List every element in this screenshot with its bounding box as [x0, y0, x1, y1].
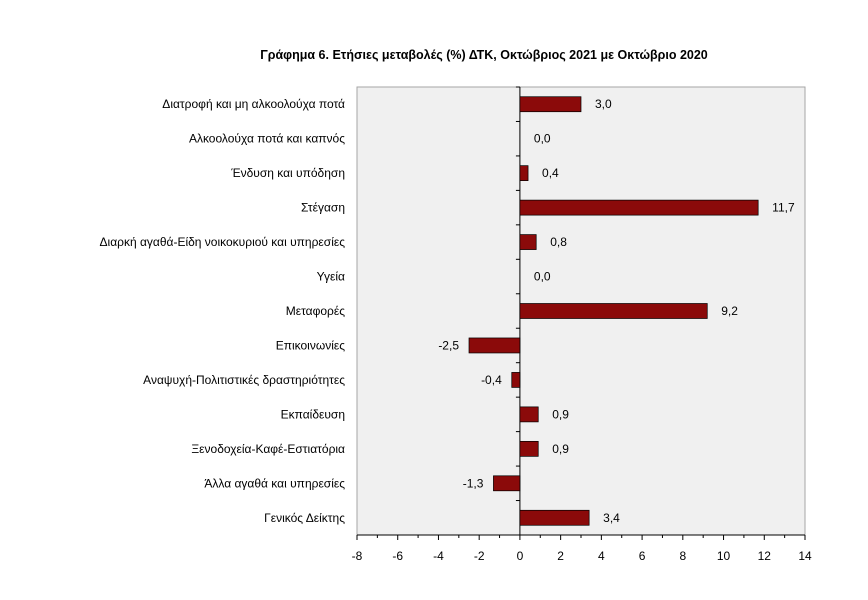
category-label: Στέγαση [301, 201, 345, 215]
x-tick-label: 6 [639, 549, 646, 563]
category-label: Γενικός Δείκτης [264, 511, 345, 525]
category-label: Ξενοδοχεία-Καφέ-Εστιατόρια [191, 442, 345, 456]
bar [511, 372, 521, 388]
data-label: 0,4 [542, 166, 559, 180]
x-tick-label: 0 [517, 549, 524, 563]
bar [519, 96, 582, 113]
x-tick-label: 14 [798, 549, 812, 563]
data-label: 3,4 [603, 511, 620, 525]
data-label: -1,3 [463, 476, 484, 490]
bar [519, 406, 539, 423]
data-label: 0,9 [552, 407, 569, 421]
bar [468, 337, 521, 354]
data-label: 3,0 [595, 97, 612, 111]
category-label: Άλλα αγαθά και υπηρεσίες [204, 476, 345, 490]
x-tick-label: 4 [598, 549, 605, 563]
category-label: Εκπαίδευση [281, 407, 345, 421]
category-label: Αλκοολούχα ποτά και καπνός [189, 132, 345, 146]
bar [519, 234, 537, 250]
x-tick-label: -8 [352, 549, 363, 563]
category-label: Διατροφή και μη αλκοολούχα ποτά [162, 97, 345, 111]
data-label: 0,0 [534, 132, 551, 146]
data-label: 0,9 [552, 442, 569, 456]
bar [519, 165, 529, 182]
bar [493, 475, 521, 492]
data-label: 0,8 [550, 235, 567, 249]
x-tick-label: -2 [474, 549, 485, 563]
x-tick-label: 12 [758, 549, 772, 563]
x-tick-label: 2 [557, 549, 564, 563]
category-label: Διαρκή αγαθά-Είδη νοικοκυριού και υπηρεσ… [100, 235, 346, 249]
x-tick-label: -6 [392, 549, 403, 563]
x-tick-label: -4 [433, 549, 444, 563]
data-label: 9,2 [721, 304, 738, 318]
x-tick-label: 8 [679, 549, 686, 563]
data-label: 0,0 [534, 270, 551, 284]
data-label: 11,7 [772, 201, 795, 215]
bar [519, 440, 539, 457]
category-label: Μεταφορές [286, 304, 345, 318]
x-tick-label: 10 [717, 549, 731, 563]
bar [519, 303, 708, 319]
chart-title: Γράφημα 6. Ετήσιες μεταβολές (%) ΔΤΚ, Οκ… [260, 48, 708, 62]
data-label: -2,5 [438, 338, 459, 352]
category-label: Επικοινωνίες [276, 338, 346, 352]
category-label: Αναψυχή-Πολιτιστικές δραστηριότητες [143, 373, 345, 387]
data-label: -0,4 [481, 373, 502, 387]
bar [519, 199, 759, 216]
category-label: Υγεία [317, 270, 345, 284]
category-label: Ένδυση και υπόδηση [230, 166, 345, 180]
bar [519, 509, 590, 526]
